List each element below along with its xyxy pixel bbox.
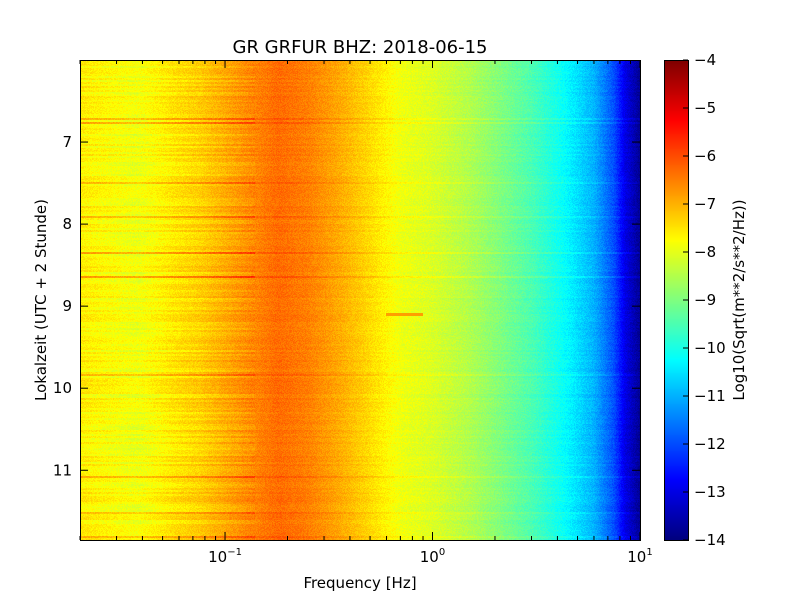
colorbar-tick-label: −14 [694,531,726,549]
y-tick-label: 9 [62,297,72,315]
x-tick-label: 10−1 [208,547,242,566]
colorbar-ticks: −4 −5 −6 −7 −8 −9 −10 −11 −12 −13 −14 [683,51,726,549]
colorbar-tick-label: −7 [694,195,716,213]
plot-frame [80,60,641,541]
y-tick-label: 8 [62,215,72,233]
x-axis-label: Frequency [Hz] [303,574,416,592]
colorbar-tick-label: −11 [694,387,726,405]
chart-title: GR GRFUR BHZ: 2018-06-15 [233,37,488,58]
y-tick-label: 7 [62,133,72,151]
y-axis-ticks: 7 8 9 10 11 [53,133,640,479]
colorbar-tick-label: −13 [694,483,726,501]
y-axis-label: Lokalzeit (UTC + 2 Stunde) [32,199,50,401]
colorbar-tick-label: −5 [694,99,716,117]
colorbar-frame [664,60,689,541]
x-tick-label: 101 [627,547,652,566]
colorbar-tick-label: −6 [694,147,716,165]
x-tick-label: 100 [420,547,445,566]
y-tick-label: 10 [53,379,72,397]
x-axis-ticks: 10−1 100 101 [79,60,653,566]
colorbar-tick-label: −12 [694,435,726,453]
colorbar-label: Log10(Sqrt(m**2/s**2/Hz)) [730,199,748,400]
y-tick-label: 11 [53,461,72,479]
colorbar-tick-label: −4 [694,51,716,69]
spectrogram-heatmap [80,60,640,540]
colorbar-tick-label: −8 [694,243,716,261]
colorbar-tick-label: −10 [694,339,726,357]
colorbar-tick-label: −9 [694,291,716,309]
